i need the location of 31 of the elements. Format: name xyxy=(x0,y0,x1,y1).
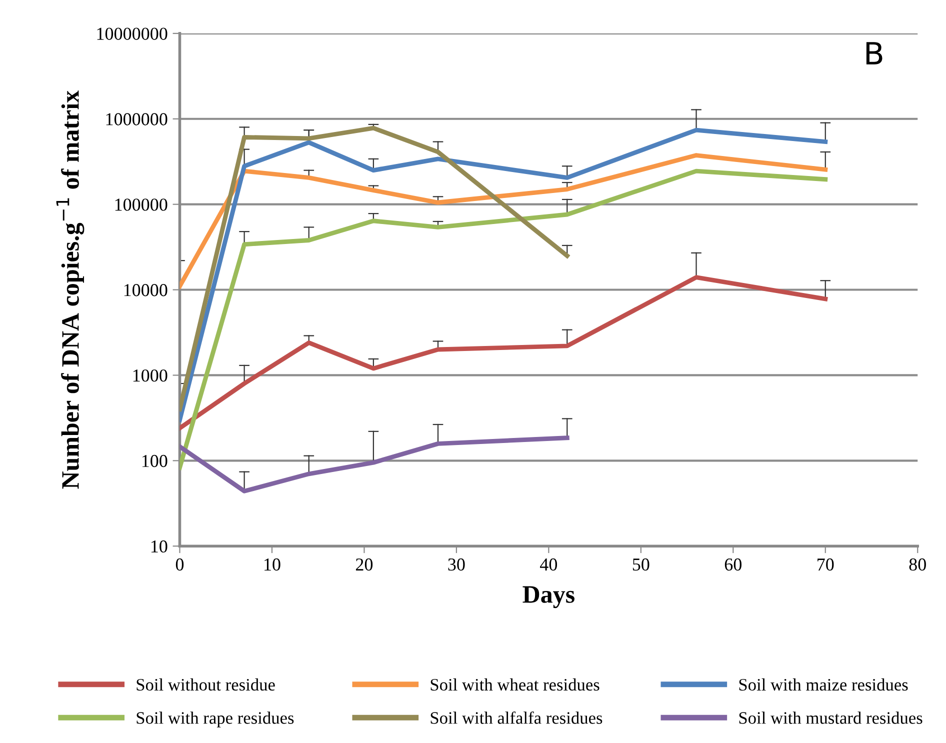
x-axis-title: Days xyxy=(522,586,574,608)
legend-label: Soil without residue xyxy=(136,678,275,691)
y-tick-label: 1000 xyxy=(133,369,168,382)
y-tick-label: 100 xyxy=(142,454,168,468)
annotation: B xyxy=(866,42,882,64)
legend-label: Soil with wheat residues xyxy=(430,678,600,691)
legend-label: Soil with maize residues xyxy=(739,678,908,691)
line-series xyxy=(180,128,828,422)
x-tick-label: 40 xyxy=(540,558,558,571)
line-series xyxy=(180,275,828,430)
y-tick-label: 10 xyxy=(151,540,168,553)
x-tick-label: 50 xyxy=(632,558,650,571)
y-tick-label: 1000000 xyxy=(106,113,168,126)
x-tick-label: 0 xyxy=(176,558,184,571)
x-tick-label: 60 xyxy=(724,558,742,571)
x-tick-label: 30 xyxy=(448,558,465,571)
line-series xyxy=(180,168,828,470)
x-tick-label: 10 xyxy=(264,558,280,571)
line-series xyxy=(180,153,828,288)
line-series xyxy=(180,126,570,412)
x-tick-label: 20 xyxy=(356,558,373,571)
x-tick-label: 80 xyxy=(909,558,926,571)
line-series xyxy=(180,436,570,494)
y-tick-label: 100000 xyxy=(115,198,168,211)
y-tick-label: 10000000 xyxy=(97,28,168,40)
x-tick-label: 70 xyxy=(818,558,834,571)
legend-label: Soil with rape residues xyxy=(136,712,294,728)
legend-label: Soil with mustard residues xyxy=(739,712,922,724)
y-axis-title: Number of DNA copies.g$^{−1}$ of matrix xyxy=(56,90,84,489)
legend-label: Soil with alfalfa residues xyxy=(430,711,602,724)
y-tick-label: 10000 xyxy=(124,284,168,296)
